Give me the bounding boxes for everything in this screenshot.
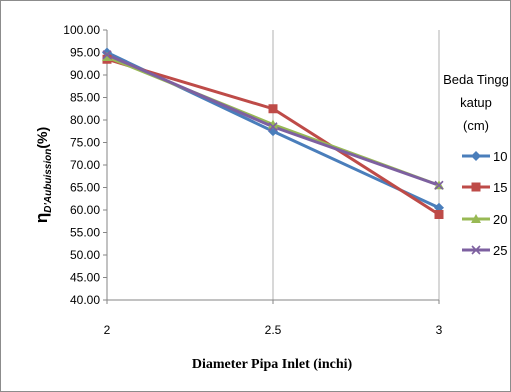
- x-tick-label: 2: [104, 323, 111, 337]
- data-point-15: [268, 104, 278, 114]
- y-axis-label-main: η: [32, 213, 51, 223]
- y-tick-label: 100.00: [63, 23, 100, 37]
- legend-label: 25: [493, 243, 507, 258]
- y-axis-label-unit: (%): [34, 127, 50, 149]
- y-tick-label: 65.00: [70, 181, 100, 195]
- y-tick-label: 90.00: [70, 68, 100, 82]
- y-tick-labels: 40.00 45.00 50.00 55.00 60.00 65.00 70.00 75.00…: [63, 23, 100, 307]
- y-tick-label: 95.00: [70, 46, 100, 60]
- y-tick-label: 75.00: [70, 136, 100, 150]
- data-point-15: [434, 210, 444, 219]
- x-axis-label: Diameter Pipa Inlet (inchi): [192, 357, 353, 372]
- legend-items: 10 15 20 25: [462, 149, 507, 258]
- legend-marker: [471, 182, 481, 192]
- marker-stroke: [102, 50, 112, 60]
- legend-marker: [471, 245, 481, 255]
- y-tick-label: 55.00: [70, 226, 100, 240]
- legend-title-line-3: (cm): [463, 118, 489, 133]
- data-point-25: [102, 50, 112, 60]
- marker-stroke: [471, 245, 481, 255]
- x-tick-label: 3: [436, 323, 443, 337]
- marker-stroke: [434, 180, 444, 190]
- legend-item-15: 15: [462, 180, 507, 195]
- legend: Beda Tingg katup (cm) 10 15 20 25: [443, 72, 509, 258]
- y-axis-label: ηD'Aubuission(%): [32, 127, 54, 223]
- legend-title-line-2: katup: [460, 95, 492, 110]
- legend-item-10: 10: [462, 149, 507, 164]
- y-tick-label: 45.00: [70, 271, 100, 285]
- x-tick-labels: 2 2.5 3: [104, 323, 443, 337]
- y-tick-label: 50.00: [70, 248, 100, 262]
- legend-label: 20: [493, 212, 507, 227]
- legend-item-25: 25: [462, 243, 507, 258]
- series-markers: [102, 47, 444, 219]
- y-tick-label: 40.00: [70, 293, 100, 307]
- legend-item-20: 20: [462, 212, 507, 227]
- data-point-20: [102, 52, 112, 61]
- legend-title-line-1: Beda Tingg: [443, 72, 509, 87]
- y-tick-label: 80.00: [70, 113, 100, 127]
- gridlines: [106, 30, 440, 300]
- y-tick-label: 85.00: [70, 91, 100, 105]
- legend-marker: [471, 151, 481, 161]
- marker-stroke: [268, 122, 278, 132]
- data-point-25: [268, 122, 278, 132]
- data-point-20: [268, 119, 278, 129]
- y-tick-label: 70.00: [70, 158, 100, 172]
- x-tick-label: 2.5: [265, 323, 282, 337]
- legend-marker: [471, 214, 481, 223]
- legend-label: 15: [493, 180, 507, 195]
- legend-label: 10: [493, 149, 507, 164]
- y-axis-label-sub: D'Aubuission: [43, 149, 54, 213]
- axes: [103, 29, 440, 304]
- y-tick-label: 60.00: [70, 203, 100, 217]
- data-point-25: [434, 180, 444, 190]
